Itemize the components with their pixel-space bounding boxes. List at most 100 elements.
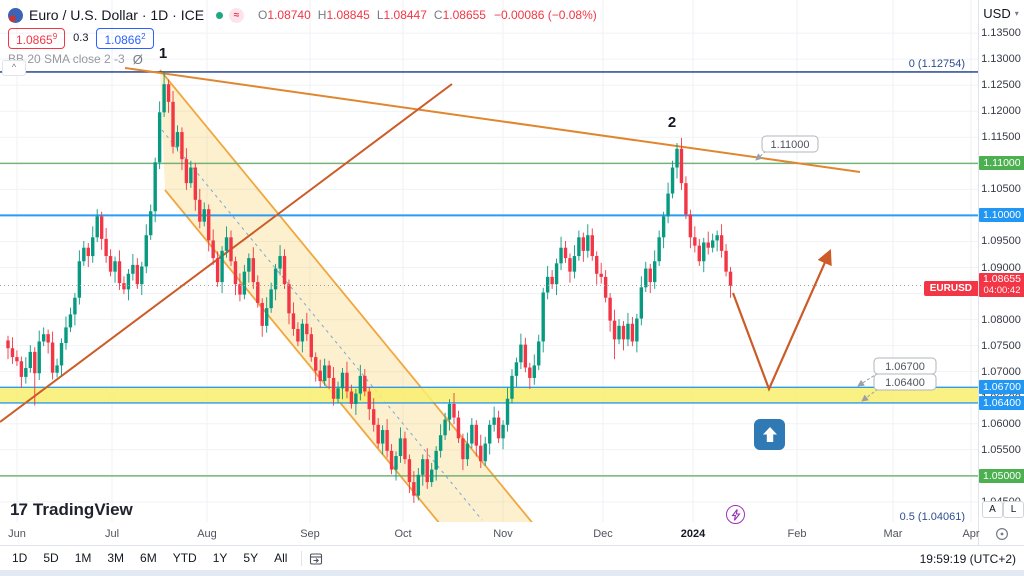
up-arrow-annotation-button[interactable]: [754, 419, 785, 450]
auto-scale-button[interactable]: A: [982, 501, 1003, 518]
svg-text:1.06700: 1.06700: [885, 361, 925, 373]
tradingview-brand-text: TradingView: [32, 500, 133, 519]
indicator-hidden-eye-icon[interactable]: Ø: [132, 51, 143, 67]
log-scale-button[interactable]: L: [1003, 501, 1024, 518]
candles-layer: [6, 71, 733, 503]
time-axis-month-label: Aug: [197, 527, 217, 540]
calendar-goto-icon: [310, 552, 323, 565]
price-callout: 1.11000: [755, 135, 819, 161]
bottom-toolbar: 1D 5D 1M 3M 6M YTD 1Y 5Y All 19:59:19 (UTC+2): [0, 545, 1024, 571]
ohlc-item: H1.08845: [317, 8, 370, 22]
price-chart-svg[interactable]: 0 (1.12754) 0.5 (1.04061) 1.11000 1.06700 1.…: [0, 0, 978, 522]
indicator-label[interactable]: BB 20 SMA close 2 -3: [8, 52, 125, 66]
date-range-buttons: 1D 5D 1M 3M 6M YTD 1Y 5Y All: [4, 548, 295, 569]
price-callout: 1.06400: [861, 373, 937, 402]
price-level-tag: 1.06700: [979, 380, 1024, 395]
descending-channel: [159, 69, 533, 522]
ohlc-item: C1.08655: [433, 8, 486, 22]
fib-level-label: 0.5 (1.04061): [900, 511, 965, 522]
hot-streams-icon[interactable]: ≈: [229, 7, 245, 23]
swing-point-label: 2: [668, 114, 676, 131]
tradingview-logo-icon: 17: [10, 500, 28, 519]
price-tick-label: 1.13000: [981, 53, 1021, 66]
symbol-logo-icon: [8, 7, 23, 23]
time-axis-month-label: Feb: [787, 527, 807, 540]
price-tick-label: 1.12500: [981, 79, 1021, 92]
support-zone: [0, 387, 978, 403]
price-tick-label: 1.10500: [981, 183, 1021, 196]
change-value: −0.00086 (−0.08%): [493, 8, 597, 22]
chevron-down-icon: ▾: [1014, 8, 1019, 18]
fib-level-label: 0 (1.12754): [909, 58, 965, 70]
ohlc-item: L1.08447: [376, 8, 427, 22]
time-axis-month-label: Oct: [394, 527, 412, 540]
descending-resistance-line: [124, 67, 861, 173]
range-button-1m[interactable]: 1M: [74, 551, 92, 565]
price-tick-label: 1.05500: [981, 443, 1021, 456]
price-tick-label: 1.13500: [981, 27, 1021, 40]
lightning-icon: [730, 508, 741, 521]
horizontal-levels: 0 (1.12754) 0.5 (1.04061): [0, 58, 978, 522]
axis-settings-corner[interactable]: [978, 522, 1024, 545]
range-button-5d[interactable]: 5D: [43, 551, 59, 565]
last-price-label: 1.08655 04:00:42: [979, 273, 1024, 298]
time-axis-month-label: Jul: [104, 527, 120, 540]
ohlc-values: O1.08740 H1.08845 L1.08447 C1.08655: [258, 8, 486, 22]
range-button-1y[interactable]: 1Y: [212, 551, 228, 565]
time-axis[interactable]: Jun Jul Aug Sep Oct Nov Dec 2024 Feb Mar Apr: [0, 522, 980, 545]
range-button-6m[interactable]: 6M: [140, 551, 157, 565]
range-button-3m[interactable]: 3M: [107, 551, 125, 565]
ohlc-item: O1.08740: [258, 8, 311, 22]
price-axis[interactable]: USD ▾ 1.13500 1.13000 1.12500 1.12000 1.1150…: [978, 0, 1024, 522]
collapse-panel-button[interactable]: ^: [2, 60, 26, 76]
chart-canvas[interactable]: 0 (1.12754) 0.5 (1.04061) 1.11000 1.06700 1.…: [0, 0, 978, 524]
price-level-tag: 1.05000: [979, 468, 1024, 483]
market-open-dot-icon: [216, 11, 224, 19]
price-tick-label: 1.06000: [981, 417, 1021, 430]
lightning-mode-button[interactable]: [726, 505, 745, 524]
symbol-price-line-tag: EURUSD: [923, 281, 978, 296]
chart-header: Euro / U.S. Dollar · 1D · ICE ≈ O1.08740…: [8, 5, 597, 67]
clock-utc-label[interactable]: 19:59:19 (UTC+2): [919, 551, 1016, 566]
price-tick-label: 1.07000: [981, 365, 1021, 378]
range-button-ytd[interactable]: YTD: [172, 551, 197, 565]
svg-text:1.06400: 1.06400: [885, 377, 925, 389]
price-tick-label: 1.08000: [981, 313, 1021, 326]
ascending-support-line: [0, 83, 453, 423]
projection-v-arrow: [731, 248, 832, 392]
svg-text:1.11000: 1.11000: [771, 139, 810, 151]
time-axis-month-label: Apr: [962, 527, 980, 540]
price-tick-label: 1.09500: [981, 235, 1021, 248]
time-axis-month-label: Mar: [883, 527, 903, 540]
price-tick-label: 1.12000: [981, 105, 1021, 118]
go-to-date-button[interactable]: [308, 551, 324, 567]
currency-label: USD: [983, 5, 1011, 21]
price-level-tag: 1.10000: [979, 208, 1024, 223]
time-axis-month-label: Dec: [593, 527, 613, 540]
price-callout: 1.06700: [857, 357, 937, 387]
ask-price-box[interactable]: 1.08662: [96, 27, 154, 49]
bid-price-box[interactable]: 1.08659: [8, 27, 66, 49]
bottom-edge-strip: [0, 570, 1024, 576]
range-button-all[interactable]: All: [274, 551, 288, 565]
spread-value: 0.3: [73, 32, 89, 44]
price-level-tag: 1.06400: [979, 395, 1024, 410]
price-tick-label: 1.09000: [981, 261, 1021, 274]
range-button-1d[interactable]: 1D: [12, 551, 28, 565]
price-tick-label: 1.11500: [981, 131, 1021, 144]
currency-selector[interactable]: USD ▾: [979, 3, 1023, 23]
toolbar-divider: [301, 551, 303, 566]
scales-target-icon: [995, 527, 1009, 540]
time-axis-month-label: Jun: [8, 527, 26, 540]
range-button-5y[interactable]: 5Y: [243, 551, 259, 565]
bar-countdown: 04:00:42: [983, 285, 1021, 297]
tradingview-watermark[interactable]: 17 TradingView: [10, 500, 133, 520]
up-arrow-icon: [762, 426, 777, 442]
last-price-value: 1.08655: [983, 273, 1021, 286]
time-axis-month-label: 2024: [680, 527, 706, 540]
symbol-title[interactable]: Euro / U.S. Dollar · 1D · ICE: [29, 7, 205, 23]
time-axis-month-label: Sep: [300, 527, 320, 540]
price-tick-label: 1.07500: [981, 339, 1021, 352]
price-level-tag: 1.11000: [979, 156, 1024, 171]
